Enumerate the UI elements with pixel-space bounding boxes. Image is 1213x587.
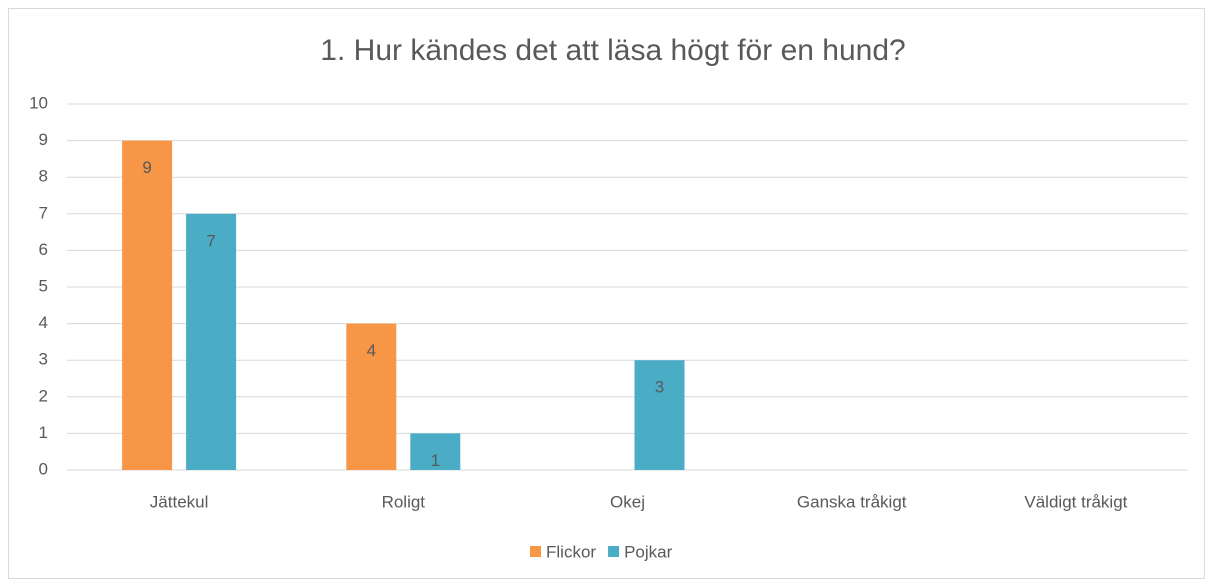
x-tick-label: Roligt xyxy=(382,492,426,511)
y-tick-label: 0 xyxy=(39,459,48,478)
y-tick-label: 3 xyxy=(39,350,48,369)
bar xyxy=(122,140,173,470)
y-tick-label: 4 xyxy=(39,313,48,332)
legend-swatch xyxy=(608,546,620,557)
y-tick-label: 2 xyxy=(39,386,48,405)
bar xyxy=(346,323,397,470)
data-label: 7 xyxy=(206,231,215,250)
bar xyxy=(186,213,237,471)
bar xyxy=(410,433,461,470)
legend-label: Flickor xyxy=(546,542,596,561)
y-tick-label: 6 xyxy=(39,240,48,259)
chart-title: 1. Hur kändes det att läsa högt för en h… xyxy=(320,34,905,67)
y-tick-label: 9 xyxy=(39,130,48,149)
y-tick-label: 10 xyxy=(29,93,48,112)
legend-label: Pojkar xyxy=(624,542,673,561)
x-tick-label: Ganska tråkigt xyxy=(797,492,907,511)
y-tick-label: 5 xyxy=(39,276,48,295)
y-tick-label: 8 xyxy=(39,167,48,186)
data-label: 3 xyxy=(655,378,664,397)
data-label: 9 xyxy=(142,158,151,177)
data-label: 4 xyxy=(367,341,376,360)
x-tick-label: Okej xyxy=(610,492,645,511)
y-tick-label: 7 xyxy=(39,203,48,222)
data-label: 1 xyxy=(431,451,440,470)
x-tick-label: Väldigt tråkigt xyxy=(1024,492,1127,511)
legend-swatch xyxy=(530,546,541,557)
y-tick-label: 1 xyxy=(39,423,48,442)
x-tick-label: Jättekul xyxy=(150,492,209,511)
bar xyxy=(634,360,685,470)
